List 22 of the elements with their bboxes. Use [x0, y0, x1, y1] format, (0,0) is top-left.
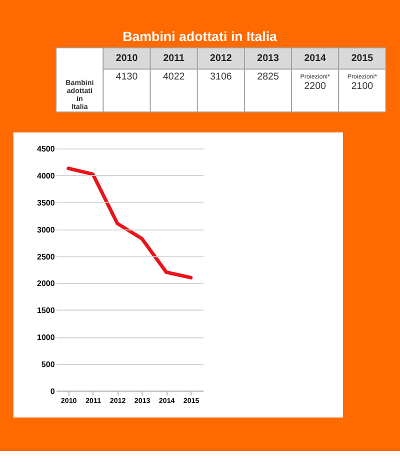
- category-label: 2011: [163, 53, 184, 64]
- text: 4022: [162, 71, 185, 82]
- y-tick-label: 1000: [36, 333, 56, 342]
- text: 3106: [210, 71, 232, 82]
- category-label: 2010: [116, 53, 138, 64]
- y-tick-label: 4000: [36, 171, 56, 180]
- chart-title: Bambini adottati in Italia: [122, 29, 278, 44]
- text: 2825: [257, 71, 279, 82]
- category-label: 2013: [257, 53, 279, 64]
- y-tick-label: 0: [50, 386, 56, 396]
- y-tick-label: 500: [41, 360, 56, 369]
- y-tick-label: 1500: [36, 306, 56, 316]
- category-label: 2014: [304, 53, 326, 64]
- y-tick-label: 2000: [36, 279, 56, 288]
- category-label: 2015: [351, 53, 374, 64]
- y-tick-label: 3500: [36, 198, 56, 208]
- y-tick-label: 4500: [36, 144, 56, 154]
- category-label: 2012: [210, 53, 232, 64]
- y-tick-label: 2500: [36, 252, 56, 262]
- line-series: [66, 166, 193, 280]
- text: 4130: [116, 71, 138, 82]
- y-tick-label: 3000: [36, 225, 56, 234]
